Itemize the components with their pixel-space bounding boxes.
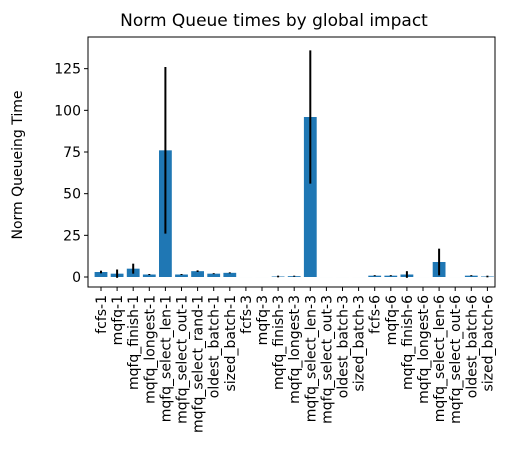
y-tick-label: 100 (54, 103, 81, 119)
bar-sized_batch-1 (223, 272, 237, 277)
x-tick-label: mqfq_select_out-1 (175, 295, 191, 424)
x-tick-label: mqfq_select_out-6 (448, 295, 464, 424)
x-tick-label: mqfq-3 (255, 295, 271, 345)
y-tick-label: 75 (63, 145, 81, 161)
x-tick-label: sized_batch-6 (480, 295, 496, 392)
plot-frame (87, 36, 496, 288)
bars-group (94, 117, 494, 278)
bar-mqfq_select_len-3 (303, 117, 317, 277)
x-tick-label: fcfs-3 (239, 295, 255, 334)
x-tick-label: mqfq_finish-6 (400, 295, 416, 390)
x-tick-label: sized_batch-1 (223, 295, 239, 392)
chart-title: Norm Queue times by global impact (120, 11, 428, 31)
x-tick-label: mqfq_finish-3 (271, 295, 287, 390)
bar-mqfq-6 (384, 275, 398, 277)
bar-mqfq_select_out-1 (175, 274, 188, 277)
x-tick-label: sized_batch-3 (352, 295, 368, 392)
bar-fcfs-6 (368, 275, 382, 277)
y-axis-label: Norm Queueing Time (10, 91, 26, 240)
y-tick-label: 25 (63, 228, 81, 244)
x-tick-label: mqfq_select_len-6 (432, 295, 448, 422)
bar-fcfs-1 (94, 272, 108, 277)
bar-mqfq_longest-1 (142, 274, 156, 277)
x-tick-label: mqfq_select_len-1 (158, 295, 174, 422)
x-tick-label: mqfq_select_rand-1 (191, 295, 207, 433)
error-bars-group (100, 50, 489, 278)
y-ticks-group: 0 25 50 75 100 125 (54, 62, 88, 286)
x-tick-label: mqfq_select_out-3 (319, 295, 335, 424)
bar-mqfq_select_rand-1 (191, 271, 204, 277)
x-tick-label: mqfq-1 (110, 295, 126, 345)
x-tick-label: oldest_batch-6 (464, 295, 480, 398)
x-tick-label: mqfq_select_len-3 (303, 295, 319, 422)
x-tick-label: oldest_batch-3 (336, 295, 352, 398)
x-tick-label: mqfq_longest-1 (142, 295, 158, 404)
y-tick-label: 125 (54, 62, 81, 78)
x-tick-label: mqfq_longest-6 (416, 295, 432, 404)
bar-oldest_batch-6 (464, 275, 478, 277)
y-tick-label: 0 (72, 270, 81, 286)
x-tick-label: mqfq-6 (384, 295, 400, 345)
x-tick-label: fcfs-6 (368, 295, 384, 334)
x-ticks-group: fcfs-1 mqfq-1 mqfq_finish-1 mqfq_longest-1 m… (94, 287, 496, 433)
x-tick-label: oldest_batch-1 (207, 295, 223, 398)
x-tick-label: mqfq_finish-1 (126, 295, 142, 390)
y-tick-label: 50 (63, 187, 81, 203)
x-tick-label: fcfs-1 (94, 295, 110, 334)
bar-oldest_batch-1 (207, 273, 221, 277)
x-tick-label: mqfq_longest-3 (287, 295, 303, 404)
